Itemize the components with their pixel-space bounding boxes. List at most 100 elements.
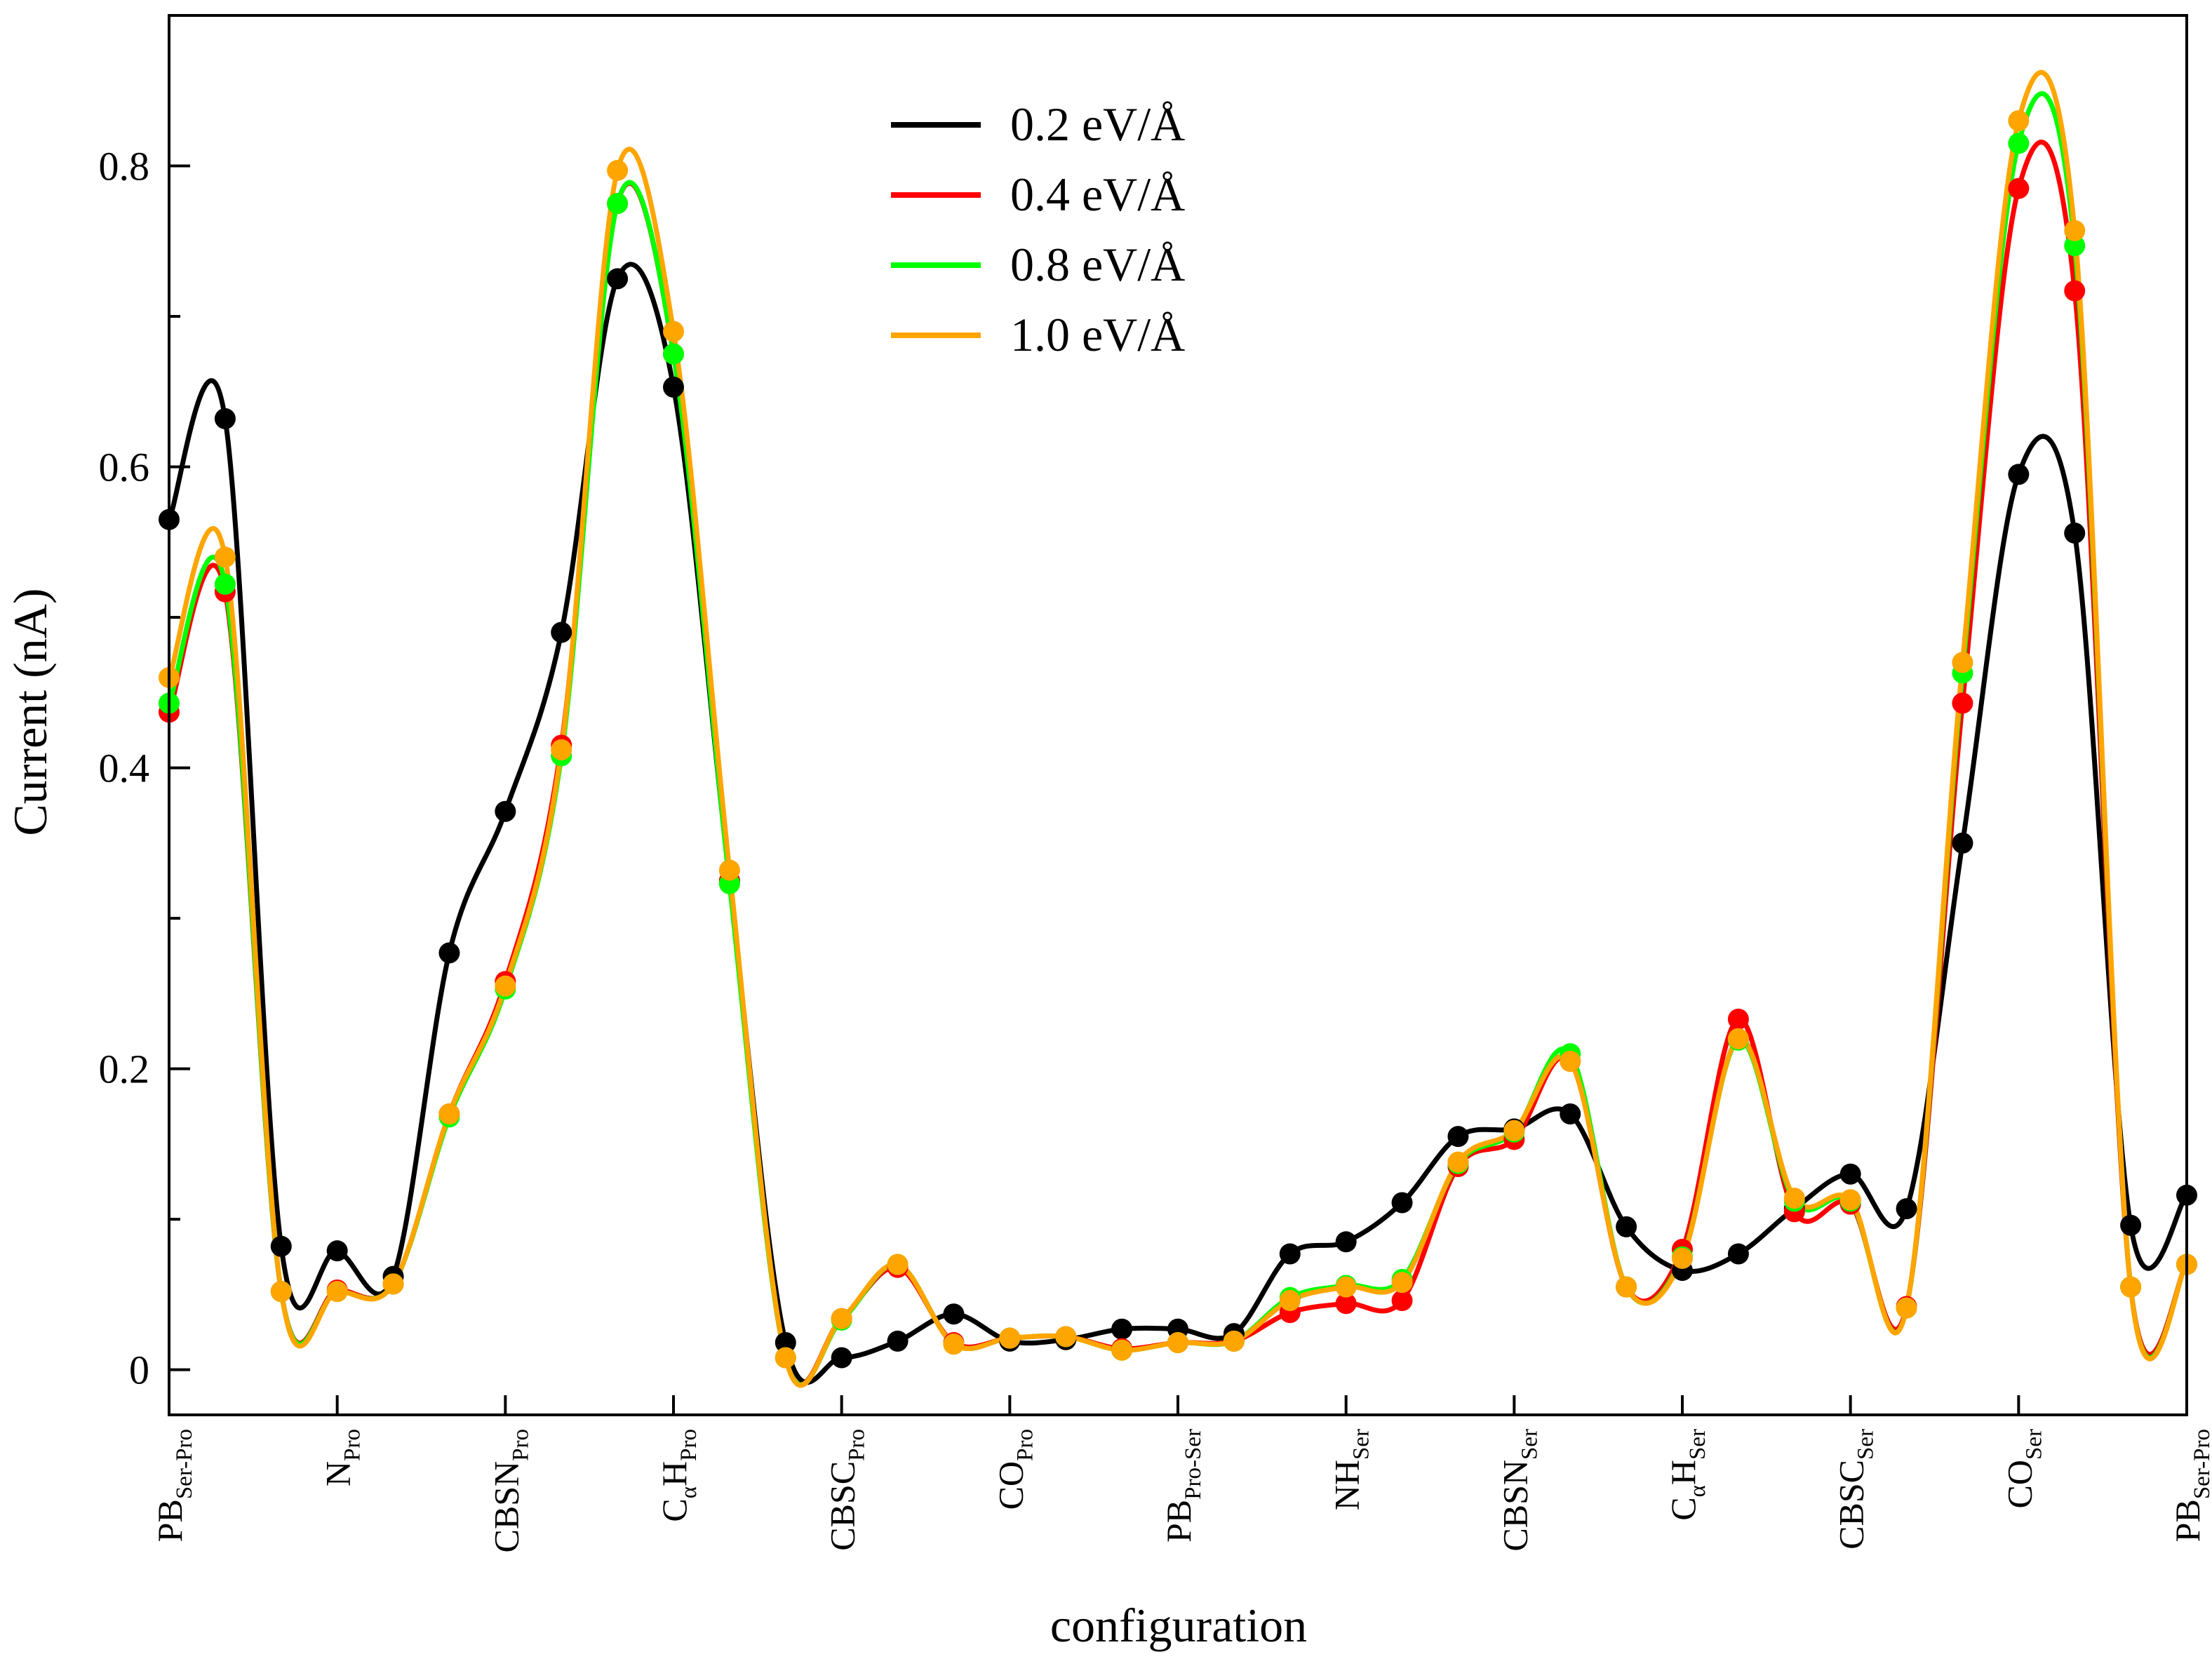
x-category-main: CO: [991, 1461, 1030, 1510]
data-point: [326, 1240, 348, 1262]
x-category-main: CBSN: [486, 1461, 525, 1553]
x-category-label: CBSNPro: [486, 1429, 533, 1552]
data-point: [1616, 1276, 1637, 1298]
data-point: [1391, 1289, 1413, 1311]
data-point: [1503, 1120, 1525, 1141]
data-point: [1727, 1008, 1749, 1030]
data-point: [2120, 1214, 2142, 1236]
legend-label: 1.0 eV/Å: [1010, 308, 1185, 361]
x-category-main2: H: [1663, 1460, 1703, 1485]
data-point: [382, 1273, 404, 1295]
y-tick-label: 0: [129, 1348, 149, 1393]
x-category-main: C: [655, 1498, 694, 1521]
data-point: [718, 859, 740, 881]
data-point: [663, 376, 684, 398]
x-category-sub: Ser-Pro: [172, 1429, 197, 1499]
data-point: [1335, 1293, 1357, 1315]
x-category-label: CαHPro: [655, 1429, 702, 1522]
x-category-sub: Ser-Pro: [2190, 1429, 2212, 1499]
data-point: [943, 1334, 965, 1355]
x-category-sub: Ser: [1349, 1429, 1374, 1460]
data-point: [1727, 1243, 1749, 1265]
data-point: [1391, 1272, 1413, 1294]
data-point: [551, 739, 572, 760]
x-category-main: CO: [1999, 1460, 2039, 1508]
x-category-main: CBSC: [823, 1461, 862, 1551]
data-point: [607, 268, 629, 290]
data-point: [663, 343, 684, 365]
data-point: [1391, 1192, 1413, 1214]
data-point: [2008, 464, 2030, 485]
data-point: [270, 1235, 292, 1257]
data-point: [1279, 1243, 1301, 1265]
data-point: [1279, 1289, 1301, 1311]
x-category-label: CBSCSer: [1832, 1429, 1879, 1550]
data-point: [1896, 1297, 1917, 1319]
data-point: [495, 975, 516, 997]
data-point: [1560, 1103, 1581, 1124]
data-point: [326, 1281, 348, 1303]
x-category-label: CαHSer: [1663, 1429, 1710, 1521]
data-point: [943, 1303, 965, 1325]
data-point: [1952, 652, 1973, 673]
x-category-sub: Pro: [845, 1429, 870, 1461]
data-point: [831, 1347, 852, 1369]
x-category-label: NHSer: [1327, 1429, 1374, 1510]
x-category-main: CBSN: [1495, 1460, 1534, 1552]
data-point: [1952, 692, 1973, 714]
data-point: [2064, 220, 2086, 241]
x-category-sub: Ser: [1517, 1429, 1542, 1460]
x-category-sub: Pro: [340, 1429, 366, 1461]
x-category-label: CBSNSer: [1495, 1429, 1542, 1552]
data-point: [775, 1347, 796, 1369]
y-tick-label: 0.2: [99, 1047, 150, 1092]
legend-label: 0.4 eV/Å: [1010, 168, 1185, 221]
x-category-sub: Ser: [1685, 1429, 1710, 1460]
data-point: [1672, 1247, 1693, 1269]
data-point: [1111, 1339, 1133, 1361]
x-category-label: NPro: [319, 1429, 366, 1486]
data-point: [2008, 177, 2030, 199]
data-point: [270, 1281, 292, 1303]
x-category-main: CBSC: [1832, 1460, 1871, 1550]
data-point: [1783, 1188, 1805, 1209]
legend-label: 0.8 eV/Å: [1010, 238, 1185, 291]
x-category-alpha: α: [676, 1486, 702, 1498]
data-point: [1896, 1198, 1917, 1220]
data-point: [1055, 1326, 1077, 1348]
x-category-main2: H: [655, 1461, 694, 1486]
y-tick-label: 0.8: [99, 144, 150, 189]
data-point: [2064, 235, 2086, 257]
data-point: [1447, 1151, 1469, 1173]
data-point: [1727, 1028, 1749, 1049]
data-point: [1111, 1318, 1133, 1340]
data-point: [438, 942, 460, 964]
data-point: [1335, 1276, 1357, 1298]
x-category-label: PBSer-Pro: [150, 1429, 197, 1542]
y-axis-title: Current (nA): [4, 588, 57, 835]
x-category-sub: Ser: [2021, 1429, 2046, 1460]
series-line-0: [169, 262, 2187, 1385]
data-point: [887, 1254, 909, 1275]
data-point: [887, 1330, 909, 1352]
data-point: [438, 1103, 460, 1124]
x-category-sub: Ser: [1854, 1429, 1879, 1460]
x-category-main: PB: [150, 1499, 189, 1542]
data-point: [551, 622, 572, 643]
data-point: [607, 159, 629, 181]
data-point: [1952, 832, 1973, 854]
data-point: [1447, 1126, 1469, 1148]
data-point: [2008, 133, 2030, 154]
plot-frame: [168, 14, 2188, 1416]
data-point: [1335, 1231, 1357, 1253]
x-category-label: CBSCPro: [823, 1429, 870, 1551]
x-category-sub: Pro: [676, 1429, 702, 1461]
data-point: [2064, 522, 2086, 544]
y-tick-label: 0.4: [99, 746, 150, 791]
data-point: [1839, 1163, 1861, 1185]
data-point: [1616, 1216, 1637, 1237]
legend-label: 0.2 eV/Å: [1010, 98, 1185, 151]
data-point: [2008, 110, 2030, 132]
